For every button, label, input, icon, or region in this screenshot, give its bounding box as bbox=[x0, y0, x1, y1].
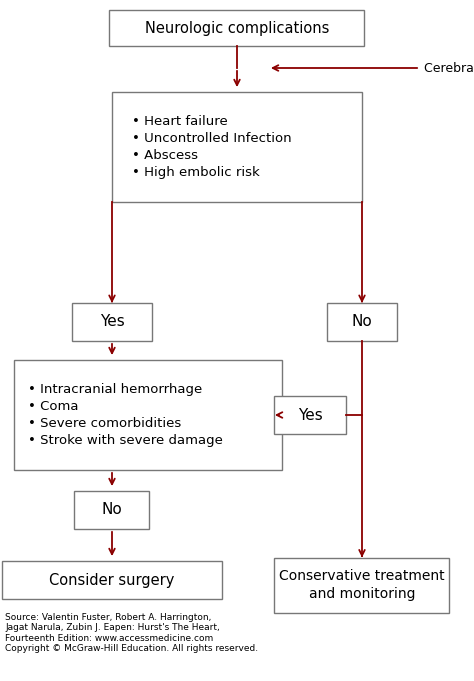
Text: No: No bbox=[352, 315, 373, 330]
FancyBboxPatch shape bbox=[112, 92, 362, 202]
FancyBboxPatch shape bbox=[14, 360, 282, 470]
FancyBboxPatch shape bbox=[327, 303, 397, 341]
Text: Neurologic complications: Neurologic complications bbox=[145, 20, 329, 35]
Text: Conservative treatment
and monitoring: Conservative treatment and monitoring bbox=[279, 569, 445, 601]
Text: Source: Valentin Fuster, Robert A. Harrington,
Jagat Narula, Zubin J. Eapen: Hur: Source: Valentin Fuster, Robert A. Harri… bbox=[5, 613, 258, 653]
Text: No: No bbox=[101, 503, 122, 518]
Text: Yes: Yes bbox=[298, 407, 322, 422]
Text: Cerebral CT scan: Cerebral CT scan bbox=[424, 61, 474, 74]
Text: Yes: Yes bbox=[100, 315, 124, 330]
Text: • Heart failure
• Uncontrolled Infection
• Abscess
• High embolic risk: • Heart failure • Uncontrolled Infection… bbox=[132, 115, 292, 179]
FancyBboxPatch shape bbox=[274, 396, 346, 434]
FancyBboxPatch shape bbox=[2, 561, 222, 599]
FancyBboxPatch shape bbox=[274, 558, 449, 612]
Text: • Intracranial hemorrhage
• Coma
• Severe comorbidities
• Stroke with severe dam: • Intracranial hemorrhage • Coma • Sever… bbox=[28, 383, 223, 447]
FancyBboxPatch shape bbox=[109, 10, 365, 46]
FancyBboxPatch shape bbox=[72, 303, 152, 341]
Text: Consider surgery: Consider surgery bbox=[49, 573, 175, 588]
FancyBboxPatch shape bbox=[74, 491, 149, 529]
